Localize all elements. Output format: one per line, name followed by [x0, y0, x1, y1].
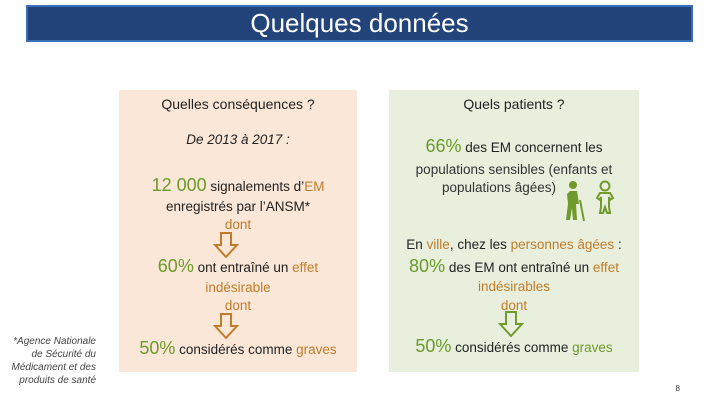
population-percent: 66%: [425, 136, 462, 156]
period-label: De 2013 à 2017 :: [186, 132, 290, 147]
context-suffix: :: [614, 237, 622, 252]
reports-text: signalements d’: [206, 179, 305, 194]
city-percent: 80%: [409, 256, 446, 276]
population-stat: 66% des EM concernent les: [389, 136, 639, 157]
reports-text-line2: enregistrés par l’ANSM*: [165, 199, 311, 214]
serious-text: considérés comme: [175, 342, 297, 357]
city-text: des EM ont entraîné un: [445, 260, 593, 275]
effects-text: ont entraîné un: [193, 260, 293, 275]
context-mid: , chez les: [449, 237, 511, 252]
patients-heading: Quels patients ?: [463, 96, 565, 112]
down-arrow-icon: [213, 232, 239, 258]
baby-icon: [595, 180, 615, 214]
effect-highlight: effet: [292, 260, 319, 275]
undesirables-label: indésirables: [477, 279, 551, 294]
serious-stat: 50% considérés comme graves: [119, 338, 357, 359]
page-number: 8: [675, 384, 680, 393]
elderly-highlight: personnes âgées: [510, 237, 615, 252]
city-serious-text: considérés comme: [451, 340, 573, 355]
consequences-heading: Quelles conséquences ?: [161, 96, 315, 112]
context-line: En ville, chez les personnes âgées :: [389, 235, 639, 254]
elderly-person-icon: [566, 181, 585, 222]
ville-highlight: ville: [426, 237, 450, 252]
city-serious-percent: 50%: [415, 336, 452, 356]
city-serious-stat: 50% considérés comme graves: [389, 336, 639, 357]
population-text: des EM concernent les: [461, 140, 603, 155]
city-serious-highlight: graves: [572, 340, 613, 355]
dont-label-3: dont: [500, 298, 528, 313]
patients-panel: [389, 90, 639, 372]
slide-title: Quelques données: [26, 5, 693, 42]
effects-stat: 60% ont entraîné un effet: [119, 256, 357, 277]
reports-count: 12 000: [151, 175, 207, 195]
footnote: *Agence Nationale de Sécurité du Médicam…: [11, 336, 97, 386]
context-prefix: En: [406, 237, 427, 252]
down-arrow-icon: [213, 313, 239, 339]
serious-percent: 50%: [139, 338, 176, 358]
effects-percent: 60%: [157, 256, 194, 276]
dont-label-2: dont: [224, 298, 252, 313]
dont-label-1: dont: [224, 217, 252, 232]
city-stat: 80% des EM ont entraîné un effet: [389, 256, 639, 277]
population-line3: populations âgées): [441, 180, 557, 195]
population-line2: populations sensibles (enfants et: [415, 162, 613, 177]
serious-highlight: graves: [296, 342, 337, 357]
city-effect-highlight: effet: [592, 260, 619, 275]
reports-stat: 12 000 signalements d’EM: [119, 175, 357, 196]
em-highlight: EM: [304, 179, 325, 194]
down-arrow-icon: [498, 311, 524, 337]
undesirable-label: indésirable: [205, 280, 271, 295]
